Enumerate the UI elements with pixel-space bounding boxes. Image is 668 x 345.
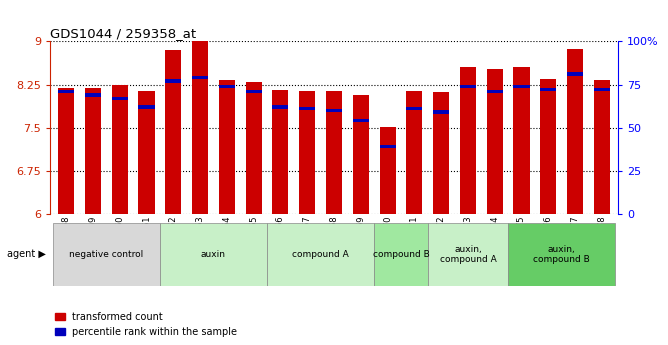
Bar [246,82,262,214]
Bar [406,91,422,214]
Text: compound B: compound B [373,250,430,259]
Bar [53,223,160,286]
Bar [374,223,428,286]
Bar [192,76,208,79]
Bar [567,49,583,214]
Text: auxin: auxin [201,250,226,259]
Bar [85,93,101,97]
Text: compound A: compound A [292,250,349,259]
Bar [508,223,615,286]
Text: auxin,
compound A: auxin, compound A [440,245,496,264]
Text: negative control: negative control [69,250,144,259]
Bar [540,79,556,214]
Bar [379,127,395,214]
Bar [112,97,128,100]
Bar [165,79,181,83]
Bar [192,41,208,214]
Bar [433,92,449,214]
Bar [160,223,267,286]
Bar [246,90,262,93]
Bar [326,91,342,214]
Bar [326,109,342,112]
Bar [273,105,289,109]
Bar [219,80,235,214]
Bar [58,90,74,93]
Bar [460,67,476,214]
Text: auxin,
compound B: auxin, compound B [533,245,590,264]
Text: GDS1044 / 259358_at: GDS1044 / 259358_at [50,27,196,40]
Bar [353,119,369,122]
Bar [85,88,101,214]
Bar [406,107,422,110]
Bar [267,223,374,286]
Bar [487,90,503,93]
Bar [112,85,128,214]
Bar [219,85,235,88]
Bar [514,85,530,88]
Bar [540,88,556,91]
Bar [299,91,315,214]
Bar [379,145,395,148]
Bar [299,107,315,110]
Legend: transformed count, percentile rank within the sample: transformed count, percentile rank withi… [55,312,237,337]
Bar [58,88,74,214]
Bar [460,85,476,88]
Bar [273,90,289,214]
Bar [567,72,583,76]
Bar [514,67,530,214]
Bar [353,95,369,214]
Bar [487,69,503,214]
Bar [594,88,610,91]
Bar [138,91,154,214]
Bar [428,223,508,286]
Text: agent ▶: agent ▶ [7,249,45,259]
Bar [138,105,154,109]
Bar [594,80,610,214]
Bar [165,50,181,214]
Bar [433,110,449,114]
